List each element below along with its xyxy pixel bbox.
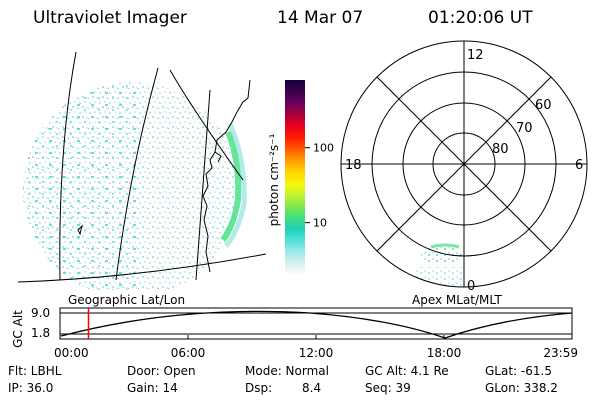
polar-grid [340, 40, 588, 288]
colorbar-label: photon cm⁻²s⁻¹ [267, 133, 281, 226]
date-label: 14 Mar 07 [277, 8, 364, 28]
glat-info: GLat: -61.5 [485, 364, 552, 378]
timeline-y-label: GC Alt [11, 310, 25, 348]
dsp-label: Dsp: [245, 381, 273, 395]
mlt-label-6: 6 [575, 158, 583, 173]
ip-info: IP: 36.0 [8, 381, 54, 395]
altitude-curve [60, 310, 573, 339]
dsp-value: 8.4 [302, 381, 322, 395]
timeline-x-tick-label: 06:00 [171, 346, 206, 360]
timeline-x-tick-label: 23:59 [543, 346, 578, 360]
lat-label-70: 70 [516, 121, 533, 136]
mlt-label-0: 0 [467, 279, 475, 294]
timeline-y-min: 1.8 [31, 326, 51, 340]
mode-info: Mode: Normal [245, 364, 329, 378]
mlt-label-18: 18 [345, 158, 362, 173]
colorbar-label-wrap: photon cm⁻²s⁻¹ [267, 133, 281, 226]
colorbar-ticks: 100 10 [305, 142, 334, 230]
filter-info: Flt: LBHL [8, 364, 62, 378]
glon-info: GLon: 338.2 [485, 381, 558, 395]
seq-info: Seq: 39 [365, 381, 411, 395]
timeline-x-tick-label: 00:00 [54, 346, 89, 360]
timeline-y-label-wrap: GC Alt [11, 310, 25, 348]
lat-label-60: 60 [535, 98, 552, 113]
timeline-right-title: Apex MLat/MLT [412, 293, 502, 307]
polar-dial: 12 6 0 18 60 70 80 [340, 40, 588, 294]
timeline-left-title: Geographic Lat/Lon [68, 293, 186, 307]
coastline [77, 79, 251, 273]
time-label: 01:20:06 UT [428, 8, 533, 28]
colorbar-tick-label: 10 [313, 217, 327, 230]
timeline-x-tick-label: 12:00 [299, 346, 334, 360]
colorbar-gradient [285, 80, 305, 275]
timeline-x-tick-label: 18:00 [427, 346, 462, 360]
uv-emission-disc [23, 82, 239, 290]
colorbar [285, 80, 305, 275]
gcalt-info: GC Alt: 4.1 Re [365, 364, 449, 378]
gain-info: Gain: 14 [127, 381, 178, 395]
instrument-title: Ultraviolet Imager [33, 8, 187, 28]
lat-label-80: 80 [492, 142, 509, 157]
auroral-band [220, 130, 242, 242]
timeline-y-max: 9.0 [31, 306, 51, 320]
geographic-image [17, 51, 267, 290]
door-info: Door: Open [127, 364, 196, 378]
colorbar-tick-label: 100 [313, 142, 334, 155]
geographic-grid [17, 51, 267, 283]
timeline-plot: 00:00 06:00 12:00 18:00 23:59 [54, 307, 578, 360]
mlt-label-12: 12 [467, 48, 484, 63]
